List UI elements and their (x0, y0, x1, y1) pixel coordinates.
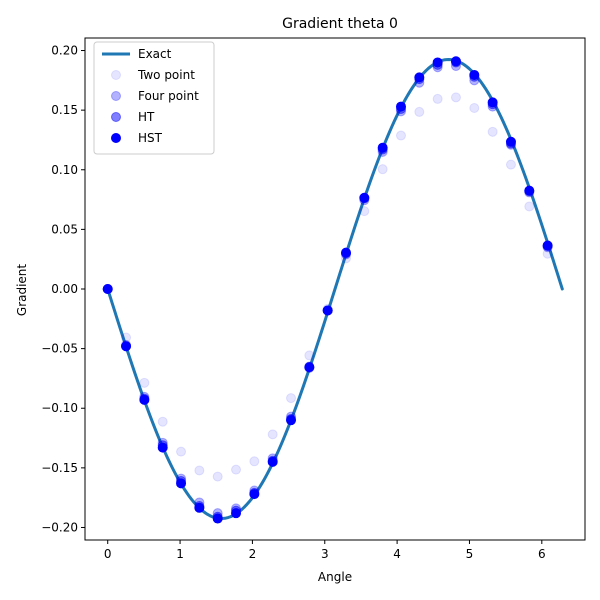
legend-item: Two point (111, 68, 195, 82)
data-point (524, 185, 535, 196)
data-point (286, 393, 297, 404)
data-point (487, 97, 498, 108)
data-point (102, 284, 113, 294)
legend-item: HST (111, 131, 163, 145)
y-tick-label: −0.05 (41, 342, 78, 356)
y-tick-label: 0.05 (51, 222, 78, 236)
legend-label: HST (138, 131, 163, 145)
y-axis: −0.20 −0.15 −0.10 −0.05 0.00 0.05 0.10 0.15 0.20 (41, 44, 85, 534)
y-tick-label: 0.20 (51, 44, 78, 58)
x-tick-label: 5 (466, 547, 474, 561)
data-point (194, 502, 205, 513)
data-point (359, 206, 370, 217)
x-tick-label: 3 (321, 547, 329, 561)
y-tick-label: −0.10 (41, 401, 78, 415)
data-point (395, 130, 406, 141)
series-line (106, 57, 564, 521)
data-point (231, 464, 242, 475)
y-axis-label: Gradient (15, 264, 29, 317)
legend-item: Exact (102, 47, 172, 61)
data-point (157, 416, 168, 427)
data-point (231, 508, 242, 519)
x-axis: 0 1 2 3 4 5 6 (104, 540, 546, 561)
data-point (505, 136, 516, 147)
legend: Exact Two point Four point HT HST (93, 41, 215, 155)
data-point (377, 142, 388, 153)
legend-item: Four point (111, 89, 199, 103)
data-point (487, 126, 498, 137)
data-point (304, 350, 315, 361)
data-point (359, 192, 370, 203)
data-point (212, 513, 223, 524)
legend-label: Exact (138, 47, 172, 61)
y-tick-label: 0.10 (51, 163, 78, 177)
data-point (249, 489, 260, 500)
data-point (286, 415, 297, 426)
data-point (432, 93, 443, 104)
data-point (212, 471, 223, 482)
data-point (267, 429, 278, 440)
data-point (414, 106, 425, 117)
legend-swatch (111, 133, 121, 143)
x-tick-label: 6 (538, 547, 546, 561)
data-point (432, 57, 443, 68)
data-point (395, 101, 406, 112)
x-axis-label: Angle (318, 570, 352, 584)
legend-item: HT (111, 110, 155, 124)
y-tick-label: 0.00 (51, 282, 78, 296)
data-point (377, 164, 388, 175)
data-point (139, 394, 150, 405)
data-point (194, 465, 205, 476)
x-tick-label: 2 (249, 547, 257, 561)
data-point (469, 102, 480, 113)
data-point (157, 442, 168, 453)
chart-title: Gradient theta 0 (282, 16, 398, 32)
data-point (505, 159, 516, 170)
data-point (341, 247, 352, 258)
x-tick-label: 1 (176, 547, 184, 561)
x-tick-label: 0 (104, 547, 112, 561)
data-point (249, 456, 260, 467)
data-point (267, 456, 278, 467)
series-hst (102, 56, 553, 524)
data-point (542, 240, 553, 251)
data-point (139, 377, 150, 388)
legend-swatch (111, 112, 121, 122)
legend-swatch (111, 70, 121, 80)
data-point (121, 341, 132, 352)
data-point (469, 69, 480, 80)
data-point (450, 56, 461, 67)
series-exact (106, 57, 564, 521)
data-point (176, 446, 187, 457)
legend-label: HT (138, 110, 155, 124)
legend-label: Four point (138, 89, 199, 103)
data-point (414, 72, 425, 83)
legend-box (93, 41, 215, 155)
y-tick-label: 0.15 (51, 103, 78, 117)
data-point (176, 478, 187, 489)
y-tick-label: −0.20 (41, 520, 78, 534)
legend-swatch (111, 91, 121, 101)
data-point (450, 92, 461, 103)
y-tick-label: −0.15 (41, 461, 78, 475)
legend-label: Two point (137, 68, 195, 82)
x-tick-label: 4 (393, 547, 401, 561)
series-layer (102, 56, 564, 524)
data-point (524, 201, 535, 212)
data-point (304, 362, 315, 373)
data-point (322, 305, 333, 316)
